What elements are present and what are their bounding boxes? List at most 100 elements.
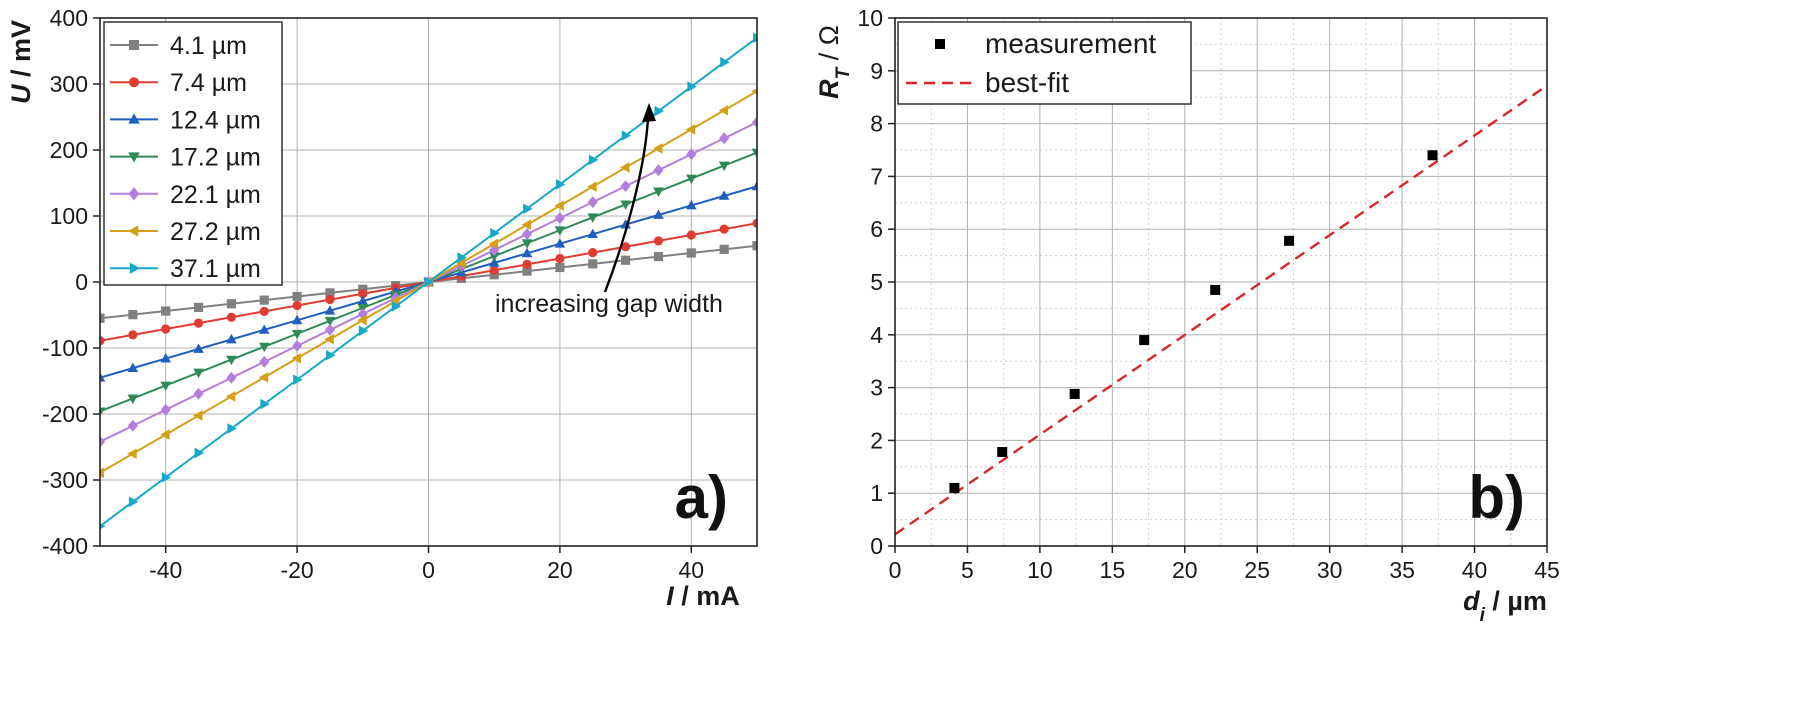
data-point	[555, 179, 566, 190]
data-point	[522, 266, 532, 276]
legend-label: 12.4 µm	[170, 106, 261, 134]
y-tick-label: 200	[50, 137, 88, 163]
data-point	[686, 199, 697, 210]
data-point	[160, 403, 171, 416]
data-point	[259, 306, 269, 316]
data-point	[686, 148, 697, 161]
legend: 4.1 µm 7.4 µm 12.4 µm 17.2 µm 22.1 µm 27.2 µm…	[103, 21, 283, 286]
legend-entry: 27.2 µm	[110, 218, 261, 246]
x-tick-label: 30	[1317, 557, 1343, 583]
data-point	[357, 314, 367, 326]
data-point	[653, 236, 664, 246]
data-point	[193, 368, 204, 379]
data-point	[489, 265, 499, 275]
data-point	[587, 181, 597, 192]
data-point	[621, 242, 631, 252]
data-point	[587, 228, 599, 239]
data-point	[291, 353, 302, 364]
data-point	[685, 124, 696, 135]
data-point	[160, 353, 171, 363]
data-point	[324, 316, 336, 327]
data-point	[259, 295, 269, 305]
data-point	[127, 448, 137, 459]
data-point	[555, 253, 565, 264]
data-point	[259, 355, 270, 368]
data-point	[100, 372, 106, 382]
measurement-point	[949, 482, 960, 493]
legend-marker	[129, 77, 139, 88]
legend-marker	[129, 40, 139, 50]
y-tick-label: 9	[870, 58, 883, 84]
y-tick-label: 3	[870, 375, 883, 401]
data-point	[686, 230, 696, 240]
plot-frame	[894, 17, 1548, 547]
legend-entry: 4.1 µm	[110, 32, 247, 60]
y-tick-label: 4	[870, 322, 883, 348]
data-point	[324, 305, 336, 315]
data-point	[751, 180, 757, 191]
x-axis-label: di / µm	[1463, 586, 1547, 626]
data-point	[620, 180, 631, 193]
data-point	[488, 238, 499, 250]
data-point	[293, 374, 303, 385]
data-point	[588, 248, 598, 258]
data-point	[226, 371, 237, 384]
data-point	[128, 330, 138, 340]
y-tick-label: 0	[870, 533, 883, 559]
measurement-point	[1284, 235, 1295, 246]
data-point	[160, 381, 171, 392]
y-tick-label: 400	[50, 5, 88, 31]
legend-entry: 22.1 µm	[110, 181, 261, 209]
arrow-head	[642, 103, 656, 122]
data-point	[720, 56, 730, 68]
panel-label: a)	[675, 464, 728, 531]
y-tick-label: 100	[50, 203, 88, 229]
data-point	[100, 435, 106, 448]
legend: measurement best-fit	[897, 21, 1192, 105]
legend-marker	[128, 225, 139, 237]
x-tick-label: 0	[889, 557, 902, 583]
legend-entry: best-fit	[906, 67, 1069, 98]
y-tick-label: 0	[75, 269, 88, 295]
data-point	[193, 318, 204, 328]
data-point	[554, 226, 566, 236]
x-tick-label: -40	[149, 557, 182, 583]
data-point	[127, 362, 139, 373]
data-point	[128, 310, 138, 320]
data-point	[752, 241, 757, 251]
data-point	[521, 219, 531, 231]
legend-box	[897, 21, 1192, 105]
data-point	[588, 259, 598, 269]
data-point	[390, 291, 401, 304]
arrow-shaft	[603, 117, 650, 293]
legend-label: measurement	[985, 28, 1156, 59]
x-tick-label: 45	[1534, 557, 1560, 583]
data-point	[100, 313, 105, 323]
data-point	[653, 164, 664, 177]
data-point	[128, 496, 139, 508]
data-point	[456, 260, 467, 273]
data-point	[588, 154, 599, 166]
data-point	[424, 276, 435, 288]
x-tick-label: 0	[422, 557, 435, 583]
data-point	[554, 212, 565, 225]
data-point	[686, 174, 697, 185]
data-point	[521, 228, 533, 241]
data-point	[100, 407, 106, 417]
data-point	[521, 247, 533, 258]
data-point	[324, 323, 336, 336]
data-point	[161, 306, 171, 316]
data-point	[226, 355, 237, 366]
y-tick-label: -200	[42, 401, 88, 427]
data-point	[127, 419, 138, 432]
data-point	[753, 32, 757, 44]
measurement-point	[1210, 284, 1221, 295]
y-tick-label: 7	[870, 163, 883, 189]
data-point	[194, 447, 205, 459]
y-axis-label: RT / Ω	[814, 25, 854, 99]
data-point	[291, 329, 303, 340]
data-point	[523, 203, 533, 215]
data-point	[193, 410, 203, 421]
data-point	[621, 255, 631, 265]
